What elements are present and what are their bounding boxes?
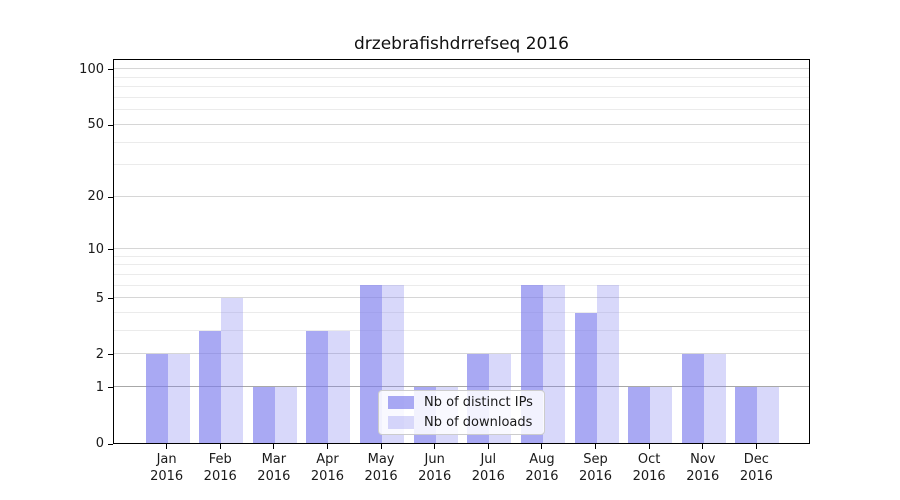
bar-may-distinct-ips [360,285,383,443]
x-tick-label-mar: Mar 2016 [257,452,291,484]
bar-feb-distinct-ips [199,330,222,443]
y-tick-label-1: 1 [95,379,104,395]
x-tick-mark [434,444,436,449]
major-gridline [114,123,809,125]
minor-gridline [114,255,809,257]
y-tick-mark [108,196,113,198]
x-tick-label-sep: Sep 2016 [578,452,613,484]
bar-apr-distinct-ips [306,330,329,443]
bar-oct-distinct-ips [628,386,651,443]
bar-mar-downloads [274,386,297,443]
minor-gridline [114,273,809,275]
legend-swatch-icon [388,396,414,410]
major-gridline [114,353,809,355]
legend-item: Nb of downloads [379,415,544,430]
minor-gridline [114,312,809,314]
bar-jan-distinct-ips [145,354,168,443]
x-tick-mark [595,444,597,449]
minor-gridline [114,330,809,332]
y-tick-mark [108,354,113,356]
minor-gridline [114,76,809,78]
x-tick-mark [541,444,543,449]
x-tick-label-oct: Oct 2016 [632,452,666,484]
x-tick-label-nov: Nov 2016 [686,452,720,484]
x-tick-label-may: May 2016 [364,452,398,484]
legend-swatch-icon [388,415,414,429]
x-tick-mark [702,444,704,449]
x-tick-mark [219,444,221,449]
bar-oct-downloads [650,386,673,443]
legend-item: Nb of distinct IPs [379,395,544,410]
x-tick-label-jul: Jul 2016 [471,452,505,484]
x-tick-label-dec: Dec 2016 [739,452,773,484]
y-tick-label-5: 5 [95,290,104,306]
y-tick-mark [108,387,113,389]
bar-apr-downloads [328,330,351,443]
y-tick-mark [108,298,113,300]
x-tick-mark [487,444,489,449]
x-tick-label-feb: Feb 2016 [203,452,237,484]
x-tick-label-jan: Jan 2016 [150,452,184,484]
y-tick-label-0: 0 [95,436,104,451]
minor-gridline [114,164,809,166]
chart-title: drzebrafishdrrefseq 2016 [353,34,569,54]
x-tick-mark [166,444,168,449]
bar-mar-distinct-ips [252,386,275,443]
minor-gridline [114,97,809,99]
major-gridline [114,297,809,299]
x-tick-label-apr: Apr 2016 [310,452,344,484]
minor-gridline [114,264,809,266]
x-tick-label-jun: Jun 2016 [418,452,452,484]
legend: Nb of distinct IPs Nb of downloads [378,390,545,435]
bar-dec-distinct-ips [735,386,758,443]
bar-aug-downloads [542,285,565,443]
minor-gridline [114,141,809,143]
y-tick-label-2: 2 [95,346,104,362]
y-tick-mark [108,249,113,251]
legend-label: Nb of downloads [424,414,533,430]
legend-label: Nb of distinct IPs [424,395,533,411]
bar-feb-downloads [221,297,244,443]
y-tick-label-10: 10 [87,241,104,257]
y-tick-label-50: 50 [87,117,104,133]
bar-nov-distinct-ips [681,354,704,443]
x-tick-mark [273,444,275,449]
bar-jan-downloads [167,354,190,443]
minor-gridline [114,109,809,111]
bar-sep-downloads [596,285,619,443]
x-tick-mark [755,444,757,449]
major-gridline [114,386,809,388]
y-tick-label-20: 20 [87,189,104,205]
y-tick-mark [108,69,113,71]
major-gridline [114,195,809,197]
bar-sep-distinct-ips [574,312,597,443]
bar-dec-downloads [757,386,780,443]
x-tick-mark [326,444,328,449]
minor-gridline [114,284,809,286]
major-gridline [114,248,809,250]
minor-gridline [114,86,809,88]
major-gridline [114,68,809,70]
bar-nov-downloads [703,354,726,443]
y-tick-mark [108,443,113,445]
x-tick-label-aug: Aug 2016 [525,452,559,484]
y-tick-mark [108,124,113,126]
y-tick-label-100: 100 [79,61,104,77]
x-tick-mark [648,444,650,449]
x-tick-mark [380,444,382,449]
plot-area [113,59,810,444]
